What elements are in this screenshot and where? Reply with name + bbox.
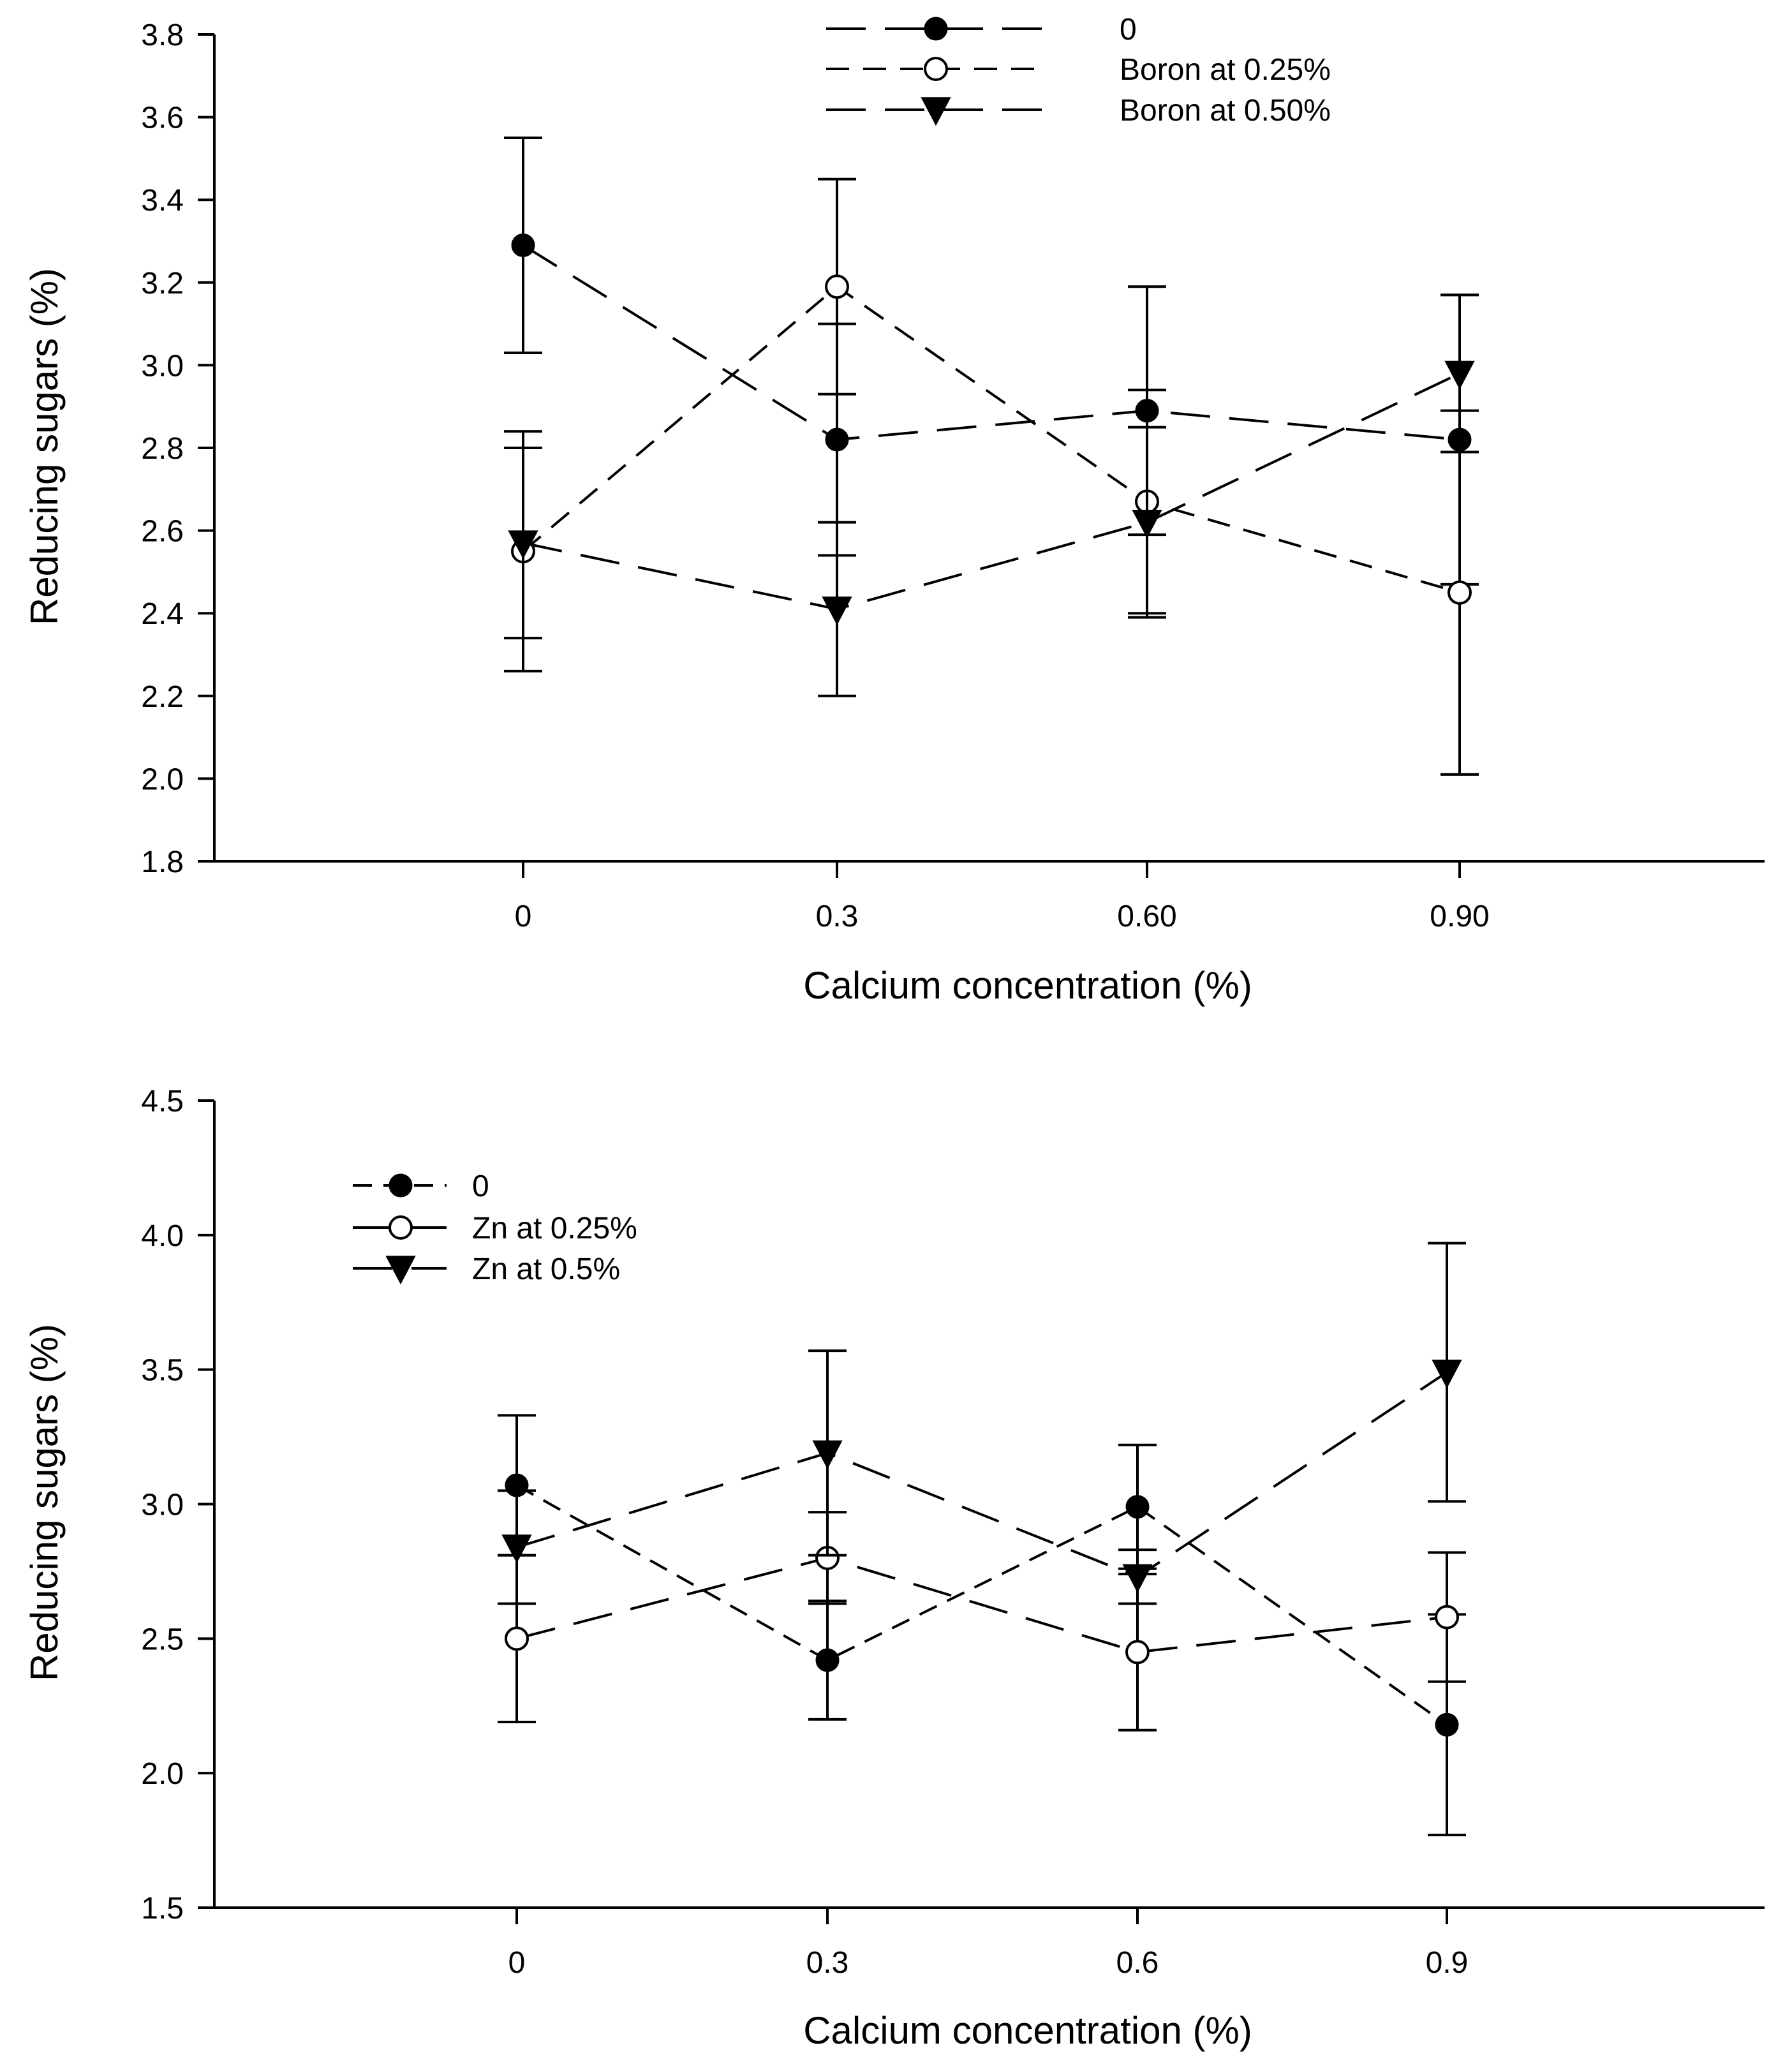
data-point [511, 233, 535, 257]
data-point [825, 274, 849, 299]
top-chart-boron: 1.8 2.0 2.2 2.4 2.6 2.8 3.0 3.2 3.4 3.6 3.8 0 0.3 0.6… [23, 13, 1765, 1007]
legend-entry: 0 [826, 13, 1137, 47]
legend-label: Zn at 0.25% [472, 1212, 637, 1245]
series-0 [504, 137, 1479, 586]
data-point [508, 530, 538, 560]
legend-entry: 0 [353, 1169, 489, 1203]
y-tick-label: 2.0 [141, 1757, 184, 1791]
y-tick-label: 1.5 [141, 1892, 184, 1926]
data-point [1432, 1360, 1462, 1389]
data-point [505, 1626, 529, 1651]
series-2 [504, 293, 1479, 697]
x-tick-label: 0.3 [816, 900, 859, 933]
y-tick-label: 2.5 [141, 1622, 184, 1656]
legend-label: 0 [1120, 13, 1137, 47]
x-axis-title: Calcium concentration (%) [803, 964, 1252, 1007]
legend-label: 0 [472, 1169, 489, 1203]
y-tick-label: 4.0 [141, 1219, 184, 1253]
x-tick-label: 0.6 [1116, 1946, 1159, 1980]
y-tick-label: 3.0 [141, 349, 184, 383]
data-point [1444, 360, 1475, 390]
y-tick-label: 3.4 [141, 184, 184, 218]
legend-entry: Zn at 0.5% [353, 1252, 620, 1286]
data-point [1435, 1605, 1459, 1629]
x-tick-label: 0.60 [1117, 900, 1176, 933]
y-tick-label: 1.8 [141, 845, 184, 879]
x-tick-label: 0.90 [1430, 900, 1489, 933]
series-line [522, 244, 1460, 442]
y-tick-label: 2.8 [141, 432, 184, 466]
y-axis-title: Reducing sugars (%) [23, 268, 66, 625]
y-tick-label: 2.0 [141, 762, 184, 796]
y-tick-label: 2.4 [141, 597, 184, 631]
data-point [1122, 1564, 1153, 1593]
legend-marker [924, 57, 948, 81]
series-line [522, 372, 1460, 611]
legend-label: Boron at 0.25% [1120, 53, 1331, 87]
legend-label: Zn at 0.5% [472, 1252, 620, 1286]
x-tick-label: 0.3 [806, 1946, 849, 1980]
series-line [516, 1484, 1448, 1726]
y-tick-label: 3.8 [141, 19, 184, 52]
legend-marker [924, 17, 948, 41]
data-point [822, 597, 852, 625]
series-line [516, 1556, 1448, 1654]
data-point [825, 427, 849, 452]
y-tick-label: 4.5 [141, 1085, 184, 1118]
data-point [815, 1648, 840, 1672]
data-point [501, 1534, 532, 1564]
series-line [516, 1371, 1448, 1578]
series-2 [498, 1242, 1466, 1605]
legend-marker [385, 1256, 416, 1285]
y-tick-label: 3.0 [141, 1488, 184, 1522]
data-point [1132, 509, 1162, 538]
series-1 [498, 1511, 1466, 1732]
data-point [1125, 1640, 1150, 1665]
series-1 [504, 177, 1479, 776]
y-tick-label: 2.2 [141, 680, 184, 714]
legend-entry: Boron at 0.50% [826, 94, 1331, 128]
y-tick-label: 2.6 [141, 515, 184, 549]
bottom-chart-zinc: 1.5 2.0 2.5 3.0 3.5 4.0 4.5 0 0.3 0.6 0.9 Calcium c… [23, 1085, 1765, 2052]
data-point [1125, 1495, 1150, 1519]
y-tick-label: 3.2 [141, 267, 184, 301]
y-tick-label: 3.5 [141, 1354, 184, 1388]
legend-marker [389, 1173, 413, 1198]
x-tick-label: 0.9 [1426, 1946, 1469, 1980]
y-axis-title: Reducing sugars (%) [23, 1324, 66, 1681]
x-tick-label: 0 [508, 1946, 526, 1980]
y-tick-label: 3.6 [141, 101, 184, 135]
legend-entry: Boron at 0.25% [826, 53, 1331, 87]
legend-marker [389, 1215, 413, 1240]
x-axis-title: Calcium concentration (%) [803, 2009, 1252, 2052]
legend-entry: Zn at 0.25% [353, 1212, 637, 1245]
data-point [812, 1440, 843, 1469]
series-line [522, 285, 1460, 594]
legend-marker [921, 97, 951, 126]
data-point [1435, 1712, 1459, 1737]
series-0 [498, 1414, 1466, 1837]
x-tick-label: 0 [515, 900, 532, 933]
legend-label: Boron at 0.50% [1120, 94, 1331, 128]
data-point [1448, 580, 1472, 605]
